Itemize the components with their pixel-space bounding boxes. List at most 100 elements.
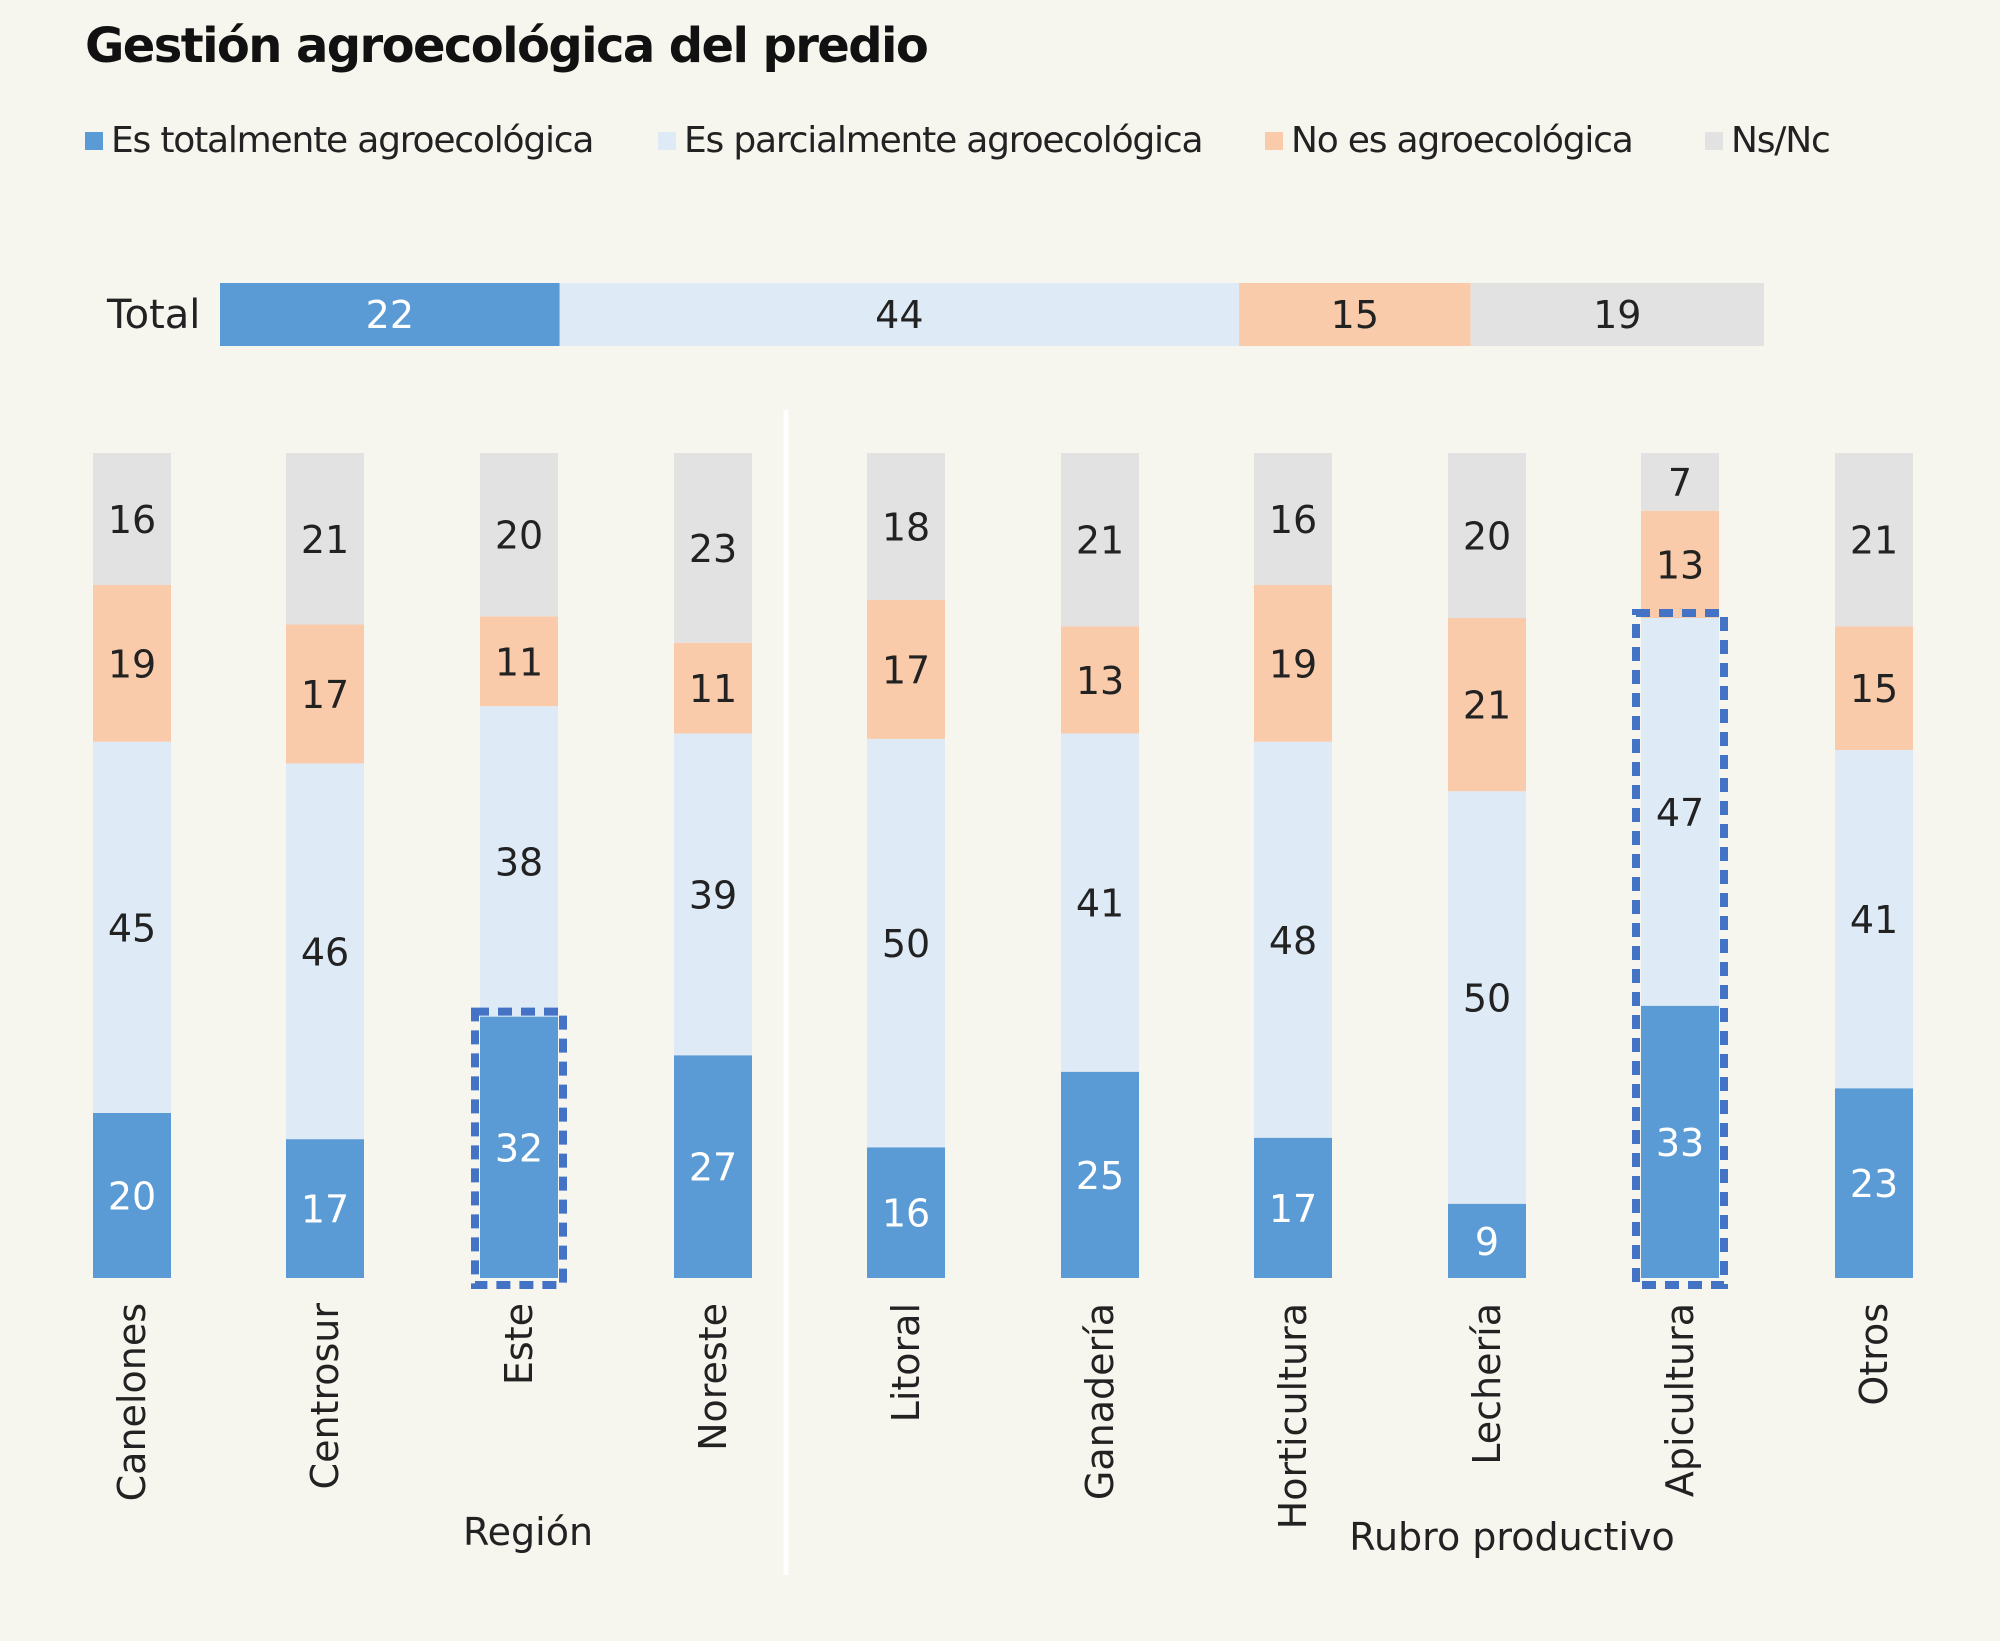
bar-noreste-partially (674, 733, 752, 1056)
group-label-rubro-productivo: Rubro productivo (1349, 1515, 1674, 1559)
bar-label-este-nsnc: 20 (495, 514, 543, 558)
bar-horticultura-partially (1254, 741, 1332, 1138)
bar-lecheria-partially (1448, 791, 1526, 1204)
bar-label-canelones-partially: 45 (108, 906, 156, 950)
bar-label-horticultura-nsnc: 16 (1269, 498, 1317, 542)
category-label-otros: Otros (1852, 1303, 1896, 1406)
bar-label-ganaderia-nsnc: 21 (1076, 519, 1124, 563)
bar-noreste-nsnc (674, 453, 752, 643)
bar-label-este-partially: 38 (495, 840, 543, 884)
bar-horticultura-totally (1254, 1137, 1332, 1278)
bar-apicultura-nsnc (1641, 453, 1719, 511)
bar-label-lecheria-partially: 50 (1463, 977, 1511, 1021)
bar-centrosur-partially (286, 763, 364, 1140)
category-label-noreste: Noreste (691, 1303, 735, 1451)
bar-label-litoral-not: 17 (882, 648, 930, 692)
bar-litoral-totally (867, 1147, 945, 1278)
bar-label-litoral-partially: 50 (882, 922, 930, 966)
bar-apicultura-not (1641, 510, 1719, 618)
bar-lecheria-not (1448, 618, 1526, 792)
bar-canelones-not (93, 585, 171, 742)
bar-lecheria-totally (1448, 1203, 1526, 1278)
bar-label-otros-not: 15 (1850, 667, 1898, 711)
legend-swatch-not (1265, 131, 1283, 150)
group-label-region: Región (463, 1510, 593, 1554)
total-segment-nsnc (1470, 283, 1764, 346)
legend-item-not: No es agroecológica (1265, 120, 1634, 161)
bar-horticultura-not (1254, 585, 1332, 742)
category-label-litoral: Litoral (884, 1303, 928, 1422)
bar-litoral-not (867, 600, 945, 739)
category-label-este: Este (497, 1303, 541, 1385)
bar-label-noreste-not: 11 (689, 667, 737, 711)
bar-este-nsnc (480, 453, 558, 617)
bar-label-horticultura-partially: 48 (1269, 919, 1317, 963)
bar-label-otros-nsnc: 21 (1850, 519, 1898, 563)
legend-label-totally: Es totalmente agroecológica (111, 120, 594, 161)
bar-otros-not (1835, 626, 1913, 750)
legend-swatch-partially (658, 131, 676, 150)
bar-label-este-totally: 32 (495, 1126, 543, 1170)
bar-label-lecheria-not: 21 (1463, 684, 1511, 728)
legend-swatch-nsnc (1705, 131, 1723, 150)
bar-label-centrosur-totally: 17 (301, 1188, 349, 1232)
bar-otros-totally (1835, 1088, 1913, 1278)
legend-item-nsnc: Ns/Nc (1705, 120, 1831, 161)
bar-label-lecheria-nsnc: 20 (1463, 515, 1511, 559)
legend-item-partially: Es parcialmente agroecológica (658, 120, 1204, 161)
category-label-canelones: Canelones (110, 1303, 154, 1501)
legend-item-totally: Es totalmente agroecológica (85, 120, 594, 161)
bar-label-apicultura-totally: 33 (1656, 1121, 1704, 1165)
bar-label-apicultura-nsnc: 7 (1668, 461, 1692, 505)
bar-label-centrosur-not: 17 (301, 673, 349, 717)
bar-apicultura-partially (1641, 618, 1719, 1006)
bar-label-noreste-totally: 27 (689, 1146, 737, 1190)
bar-otros-partially (1835, 750, 1913, 1089)
bar-label-centrosur-nsnc: 21 (301, 518, 349, 562)
bar-litoral-nsnc (867, 453, 945, 601)
bar-lecheria-nsnc (1448, 453, 1526, 618)
bar-label-apicultura-not: 13 (1656, 543, 1704, 587)
bar-noreste-not (674, 642, 752, 734)
total-value-partially: 44 (875, 293, 923, 337)
category-label-centrosur: Centrosur (303, 1303, 347, 1490)
bar-este-not (480, 616, 558, 707)
total-value-totally: 22 (366, 293, 414, 337)
bar-label-canelones-nsnc: 16 (108, 498, 156, 542)
bar-label-apicultura-partially: 47 (1656, 791, 1704, 835)
legend-label-nsnc: Ns/Nc (1731, 120, 1831, 161)
bar-ganaderia-nsnc (1061, 453, 1139, 627)
total-segment-totally (220, 283, 560, 346)
legend-swatch-totally (85, 131, 103, 150)
legend-label-not: No es agroecológica (1291, 120, 1634, 161)
legend-label-partially: Es parcialmente agroecológica (684, 120, 1204, 161)
bar-label-canelones-totally: 20 (108, 1175, 156, 1219)
bar-label-otros-totally: 23 (1850, 1162, 1898, 1206)
bar-label-otros-partially: 41 (1850, 898, 1898, 942)
total-label: Total (106, 292, 200, 338)
total-segment-partially (559, 283, 1240, 346)
bar-horticultura-nsnc (1254, 453, 1332, 585)
total-segment-not (1239, 283, 1471, 346)
highlight-box-este (471, 1007, 567, 1290)
category-label-horticultura: Horticultura (1271, 1303, 1315, 1529)
bar-este-totally (480, 1016, 558, 1278)
bar-label-este-not: 11 (495, 640, 543, 684)
bar-label-noreste-partially: 39 (689, 873, 737, 917)
bar-label-litoral-nsnc: 18 (882, 506, 930, 550)
bar-canelones-nsnc (93, 453, 171, 585)
bar-canelones-partially (93, 741, 171, 1113)
category-label-apicultura: Apicultura (1658, 1303, 1702, 1497)
bar-label-canelones-not: 19 (108, 642, 156, 686)
bar-centrosur-nsnc (286, 453, 364, 625)
bar-este-partially (480, 706, 558, 1017)
bar-label-horticultura-not: 19 (1269, 642, 1317, 686)
bar-label-noreste-nsnc: 23 (689, 527, 737, 571)
total-value-not: 15 (1331, 293, 1379, 337)
bar-label-ganaderia-partially: 41 (1076, 882, 1124, 926)
category-label-lecheria: Lechería (1465, 1303, 1509, 1465)
bar-label-litoral-totally: 16 (882, 1192, 930, 1236)
highlight-box-apicultura (1632, 609, 1728, 1289)
bar-ganaderia-partially (1061, 733, 1139, 1072)
